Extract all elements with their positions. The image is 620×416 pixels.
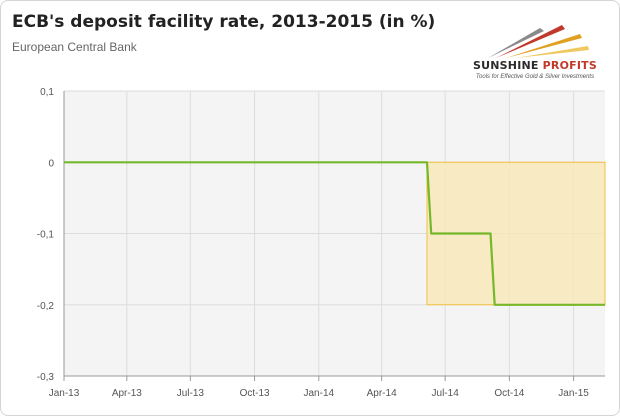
x-tick-label: Apr-13 [112,388,142,399]
x-tick-label: Oct-13 [240,388,270,399]
x-tick-label: Jan-15 [558,388,589,399]
logo-tagline: Tools for Effective Gold & Silver Invest… [475,74,595,80]
chart-subtitle: European Central Bank [12,40,137,54]
logo-rays-icon [488,25,589,58]
logo-name-part2: PROFITS [542,59,597,72]
y-tick-label: -0,1 [37,230,55,241]
x-tick-label: Jul-13 [177,388,205,399]
chart-title: ECB's deposit facility rate, 2013-2015 (… [12,12,436,32]
x-tick-label: Jan-14 [304,388,335,399]
x-tick-label: Apr-14 [367,388,397,399]
sunshine-profits-logo: SUNSHINE PROFITS Tools for Effective Gol… [470,22,600,82]
x-tick-label: Oct-14 [494,388,524,399]
logo-name: SUNSHINE PROFITS [470,59,600,72]
y-tick-label: 0 [48,158,54,169]
y-tick-label: -0,3 [37,372,55,383]
y-tick-label: -0,2 [37,301,55,312]
logo-name-part1: SUNSHINE [473,59,539,72]
x-tick-label: Jan-13 [49,388,80,399]
x-tick-label: Jul-14 [432,388,460,399]
series-line [64,161,605,306]
y-tick-label: 0,1 [40,87,54,98]
